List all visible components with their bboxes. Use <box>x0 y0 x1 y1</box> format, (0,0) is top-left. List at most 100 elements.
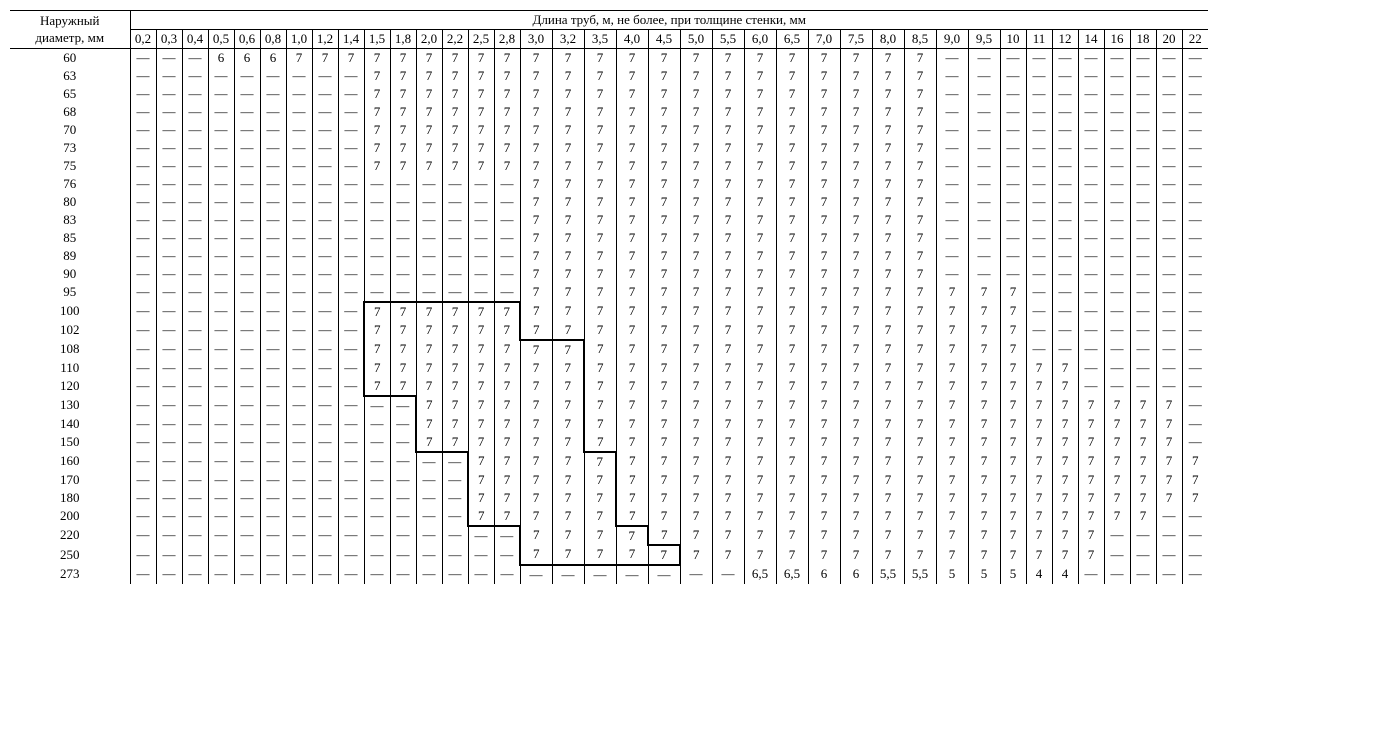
value-cell: 7 <box>904 229 936 247</box>
header-diameter: Наружный диаметр, мм <box>10 11 130 49</box>
value-cell: — <box>442 175 468 193</box>
value-cell: — <box>156 471 182 489</box>
value-cell: — <box>1130 85 1156 103</box>
value-cell: 7 <box>776 377 808 396</box>
value-cell: 7 <box>552 321 584 340</box>
value-cell: 7 <box>904 340 936 359</box>
value-cell: 4 <box>1026 565 1052 584</box>
value-cell: — <box>208 175 234 193</box>
value-cell: — <box>968 229 1000 247</box>
value-cell: — <box>364 175 390 193</box>
value-cell: 7 <box>1130 471 1156 489</box>
value-cell: 7 <box>584 377 616 396</box>
value-cell: 7 <box>936 377 968 396</box>
value-cell: 7 <box>442 85 468 103</box>
value-cell: — <box>156 283 182 302</box>
value-cell: — <box>1130 121 1156 139</box>
value-cell: 7 <box>712 193 744 211</box>
value-cell: 7 <box>648 247 680 265</box>
value-cell: 7 <box>584 103 616 121</box>
value-cell: 7 <box>744 247 776 265</box>
value-cell: 7 <box>648 489 680 507</box>
value-cell: 7 <box>552 247 584 265</box>
value-cell: — <box>182 103 208 121</box>
value-cell: — <box>968 121 1000 139</box>
thickness-header: 12 <box>1052 30 1078 49</box>
value-cell: — <box>1130 340 1156 359</box>
value-cell: — <box>1156 49 1182 68</box>
value-cell: 7 <box>552 121 584 139</box>
thickness-header: 2,8 <box>494 30 520 49</box>
value-cell: 7 <box>904 359 936 377</box>
value-cell: 7 <box>364 103 390 121</box>
value-cell: 7 <box>364 49 390 68</box>
value-cell: 7 <box>1130 489 1156 507</box>
value-cell: 7 <box>744 211 776 229</box>
value-cell: — <box>468 193 494 211</box>
table-row: 250———————————————7777777777777777777———… <box>10 545 1208 565</box>
value-cell: — <box>390 175 416 193</box>
value-cell: — <box>130 85 156 103</box>
value-cell: 7 <box>584 49 616 68</box>
value-cell: 7 <box>744 452 776 471</box>
value-cell: 7 <box>808 526 840 545</box>
value-cell: — <box>130 507 156 526</box>
value-cell: — <box>156 265 182 283</box>
value-cell: 7 <box>744 175 776 193</box>
value-cell: 7 <box>1130 507 1156 526</box>
value-cell: — <box>390 283 416 302</box>
value-cell: 7 <box>936 415 968 433</box>
value-cell: — <box>182 229 208 247</box>
value-cell: — <box>1182 283 1208 302</box>
value-cell: 7 <box>936 321 968 340</box>
table-row: 273——————————————————————6,56,5665,55,55… <box>10 565 1208 584</box>
value-cell: 7 <box>364 302 390 321</box>
value-cell: 7 <box>904 415 936 433</box>
value-cell: — <box>130 49 156 68</box>
value-cell: 7 <box>744 359 776 377</box>
thickness-header: 3,0 <box>520 30 552 49</box>
value-cell: 7 <box>390 157 416 175</box>
value-cell: — <box>1000 211 1026 229</box>
value-cell: 7 <box>936 433 968 452</box>
value-cell: 7 <box>840 321 872 340</box>
value-cell: — <box>312 471 338 489</box>
thickness-header: 16 <box>1104 30 1130 49</box>
value-cell: 6 <box>234 49 260 68</box>
value-cell: 7 <box>552 377 584 396</box>
value-cell: 7 <box>904 67 936 85</box>
value-cell: — <box>286 229 312 247</box>
value-cell: 7 <box>442 340 468 359</box>
value-cell: — <box>312 377 338 396</box>
value-cell: — <box>286 103 312 121</box>
value-cell: 7 <box>808 415 840 433</box>
value-cell: 7 <box>390 340 416 359</box>
value-cell: — <box>1156 67 1182 85</box>
value-cell: — <box>260 377 286 396</box>
table-header: Наружный диаметр, мм Длина труб, м, не б… <box>10 11 1208 49</box>
value-cell: — <box>208 321 234 340</box>
value-cell: — <box>494 175 520 193</box>
value-cell: 7 <box>968 359 1000 377</box>
value-cell: 7 <box>744 321 776 340</box>
value-cell: — <box>338 139 364 157</box>
value-cell: 7 <box>872 359 904 377</box>
diameter-cell: 68 <box>10 103 130 121</box>
value-cell: — <box>1130 139 1156 157</box>
table-row: 170—————————————777777777777777777777777… <box>10 471 1208 489</box>
diameter-cell: 70 <box>10 121 130 139</box>
value-cell: 7 <box>680 526 712 545</box>
value-cell: — <box>520 565 552 584</box>
value-cell: 7 <box>808 175 840 193</box>
value-cell: 7 <box>840 67 872 85</box>
value-cell: 7 <box>1026 433 1052 452</box>
value-cell: — <box>182 377 208 396</box>
thickness-header: 22 <box>1182 30 1208 49</box>
value-cell: — <box>208 229 234 247</box>
value-cell: 7 <box>840 396 872 415</box>
value-cell: — <box>286 193 312 211</box>
value-cell: 7 <box>364 139 390 157</box>
table-row: 180—————————————777777777777777777777777… <box>10 489 1208 507</box>
value-cell: 5,5 <box>904 565 936 584</box>
table-row: 89———————————————7777777777777—————————— <box>10 247 1208 265</box>
